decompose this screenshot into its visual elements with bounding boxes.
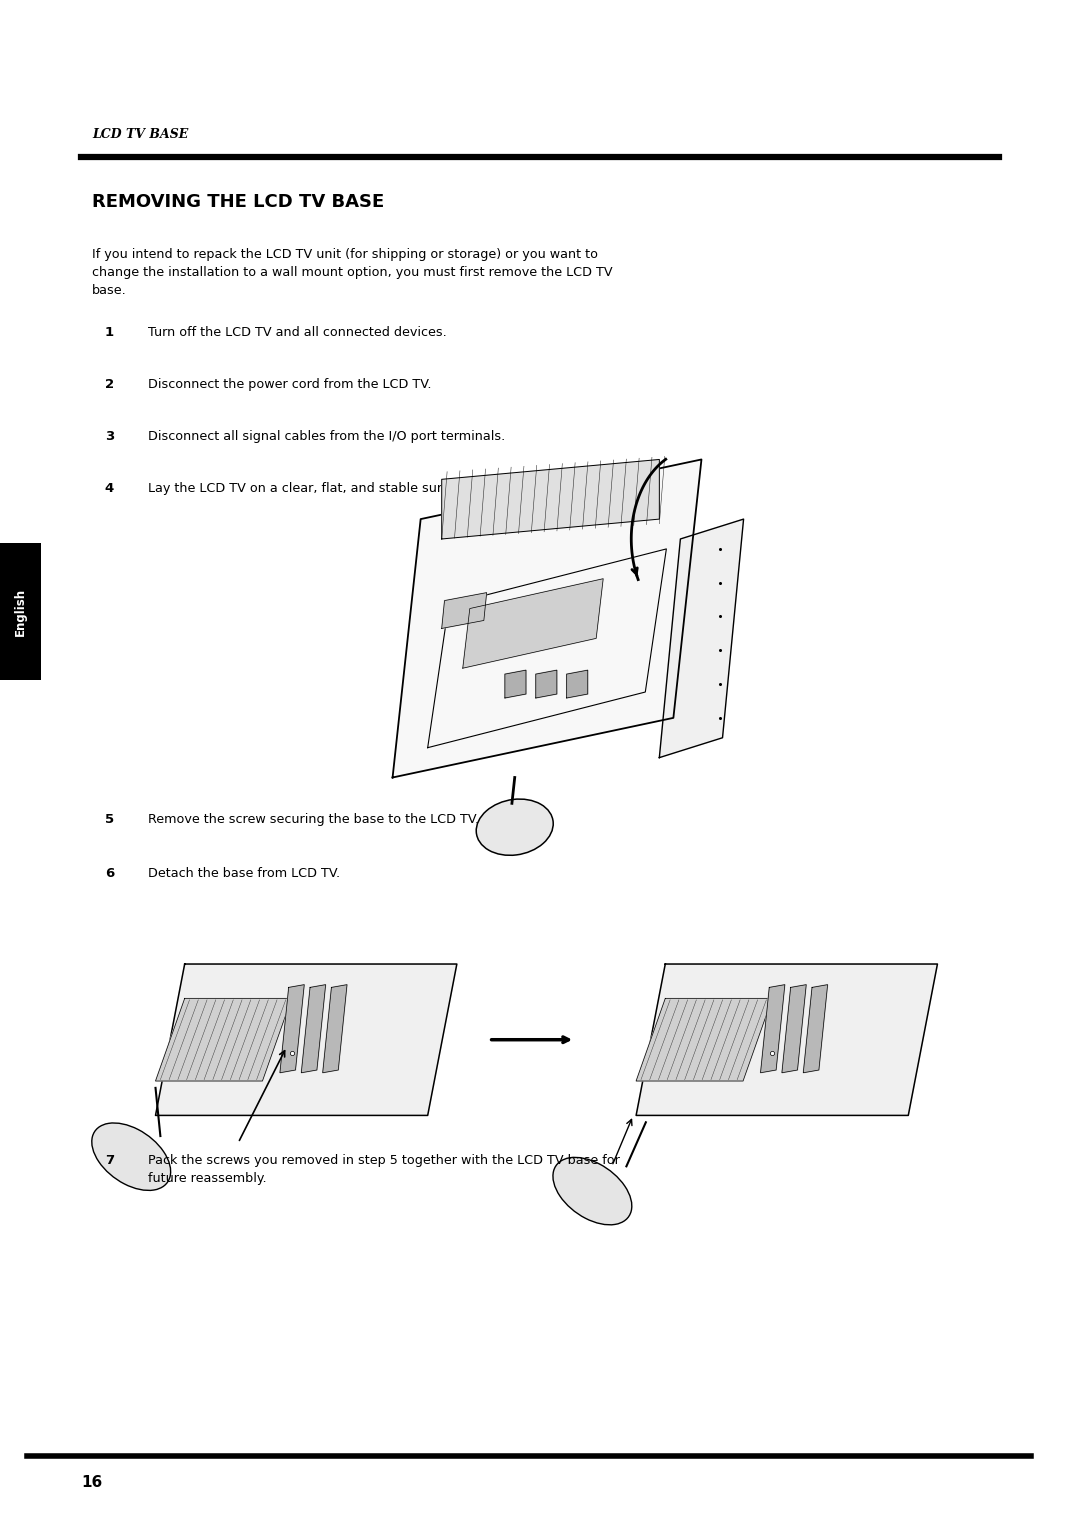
Polygon shape [782,985,806,1073]
Text: 4: 4 [105,482,114,495]
Text: English: English [14,587,27,636]
Polygon shape [442,593,487,628]
Text: 6: 6 [105,867,114,881]
Polygon shape [156,998,292,1081]
Text: REMOVING THE LCD TV BASE: REMOVING THE LCD TV BASE [92,193,384,211]
Polygon shape [760,985,785,1073]
Ellipse shape [553,1157,632,1225]
Polygon shape [505,670,526,697]
Text: Pack the screws you removed in step 5 together with the LCD TV base for
future r: Pack the screws you removed in step 5 to… [148,1154,620,1185]
Text: Turn off the LCD TV and all connected devices.: Turn off the LCD TV and all connected de… [148,326,447,339]
Text: LCD TV BASE: LCD TV BASE [92,127,188,141]
Polygon shape [636,963,937,1116]
Polygon shape [567,670,588,697]
Bar [0,543,41,680]
Polygon shape [156,963,457,1116]
Polygon shape [301,985,326,1073]
Polygon shape [393,459,702,777]
Ellipse shape [476,800,553,855]
Polygon shape [804,985,827,1073]
Text: 16: 16 [81,1475,103,1491]
Text: Remove the screw securing the base to the LCD TV.: Remove the screw securing the base to th… [148,813,480,827]
Text: Detach the base from LCD TV.: Detach the base from LCD TV. [148,867,340,881]
Text: 7: 7 [105,1154,113,1168]
Polygon shape [323,985,347,1073]
Polygon shape [442,459,659,540]
Polygon shape [462,579,603,668]
Polygon shape [536,670,557,697]
Polygon shape [659,518,744,758]
Text: 5: 5 [105,813,113,827]
Text: 1: 1 [105,326,113,339]
Text: 3: 3 [105,430,114,443]
Text: Lay the LCD TV on a clear, flat, and stable surface.: Lay the LCD TV on a clear, flat, and sta… [148,482,473,495]
Text: If you intend to repack the LCD TV unit (for shipping or storage) or you want to: If you intend to repack the LCD TV unit … [92,248,612,297]
Text: Disconnect all signal cables from the I/O port terminals.: Disconnect all signal cables from the I/… [148,430,505,443]
Text: Disconnect the power cord from the LCD TV.: Disconnect the power cord from the LCD T… [148,378,432,391]
Ellipse shape [92,1122,171,1191]
Polygon shape [280,985,305,1073]
Text: 2: 2 [105,378,113,391]
Polygon shape [636,998,772,1081]
